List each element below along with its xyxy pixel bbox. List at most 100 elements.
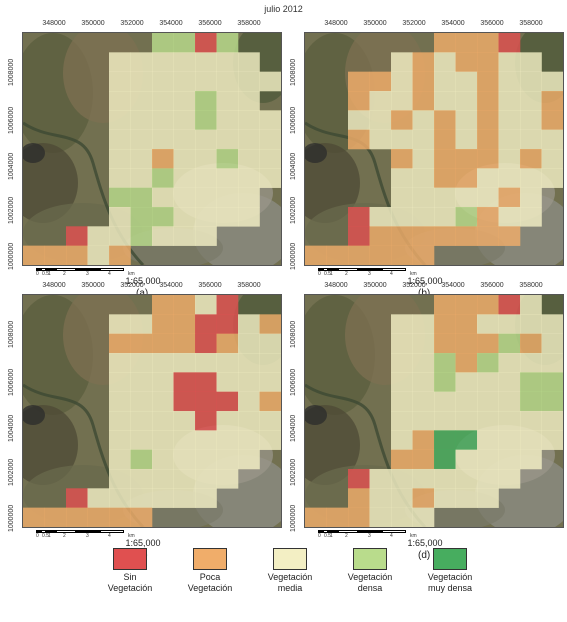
- grid-cell-media: [152, 110, 174, 130]
- x-tick-label: 356000: [480, 20, 504, 27]
- grid-cell-media: [195, 352, 217, 373]
- terrain-patch: [305, 405, 327, 425]
- scale-ratio: 1:65,000: [407, 538, 443, 548]
- scale-bar: 0 0.5 1 2 3 4 km: [22, 528, 280, 539]
- grid-cell-media: [391, 352, 413, 373]
- grid-cell-poca: [173, 314, 196, 334]
- grid-cell-media: [498, 314, 521, 334]
- grid-cell-media: [173, 187, 196, 208]
- grid-cell-media: [541, 352, 563, 373]
- x-tick-label: 354000: [441, 282, 465, 289]
- terrain-patch: [305, 143, 360, 223]
- terrain-patch: [23, 405, 78, 485]
- scale-label: 0: [36, 271, 39, 277]
- y-tick-label: 1008000: [8, 58, 15, 86]
- grid-cell-media: [130, 410, 153, 431]
- grid-cell-poca: [455, 314, 478, 334]
- grid-cell-poca: [391, 245, 413, 265]
- scale-label: 3: [86, 271, 89, 277]
- grid-cell-sin: [195, 333, 217, 354]
- grid-cell-media: [434, 391, 456, 412]
- grid-cell-media: [109, 90, 131, 111]
- grid-cell-media: [498, 410, 521, 431]
- grid-cell-media: [477, 430, 499, 450]
- grid-cell-media: [130, 372, 153, 392]
- terrain-patch: [23, 143, 78, 223]
- grid-cell-media: [455, 71, 478, 92]
- grid-cell-poca: [412, 52, 435, 72]
- grid-cell-poca: [434, 168, 456, 188]
- grid-cell-media: [87, 245, 110, 265]
- grid-cell-media: [130, 468, 153, 489]
- grid-cell-media: [477, 488, 499, 508]
- vegetation-grid-map: [23, 295, 281, 527]
- grid-cell-media: [173, 468, 196, 489]
- grid-cell-media: [412, 129, 435, 150]
- grid-cell-media: [520, 168, 542, 188]
- grid-cell-poca: [348, 90, 370, 111]
- grid-cell-poca: [477, 226, 499, 246]
- x-tick-label: 358000: [519, 282, 543, 289]
- panel-letter: (b): [418, 288, 430, 299]
- grid-cell-media: [173, 352, 196, 373]
- grid-cell-sin: [195, 410, 217, 431]
- scale-segment: [36, 530, 41, 533]
- x-tick-label: 350000: [81, 20, 105, 27]
- grid-cell-densa: [173, 33, 196, 53]
- grid-cell-media: [541, 71, 563, 92]
- grid-cell-media: [216, 187, 239, 208]
- grid-cell-media: [520, 314, 542, 334]
- x-tick-label: 348000: [42, 20, 66, 27]
- grid-cell-media: [109, 430, 131, 450]
- grid-cell-media: [109, 449, 131, 470]
- grid-cell-media: [130, 168, 153, 188]
- grid-cell-media: [541, 129, 563, 150]
- grid-cell-poca: [455, 352, 478, 373]
- legend-label-line2: muy densa: [427, 583, 473, 593]
- grid-cell-media: [520, 430, 542, 450]
- grid-cell-media: [238, 352, 260, 373]
- scale-ratio: 1:65,000: [125, 538, 161, 548]
- grid-cell-media: [498, 430, 521, 450]
- legend-swatch-media: [273, 548, 307, 570]
- grid-cell-media: [412, 187, 435, 208]
- grid-cell-media: [498, 372, 521, 392]
- grid-cell-media: [152, 226, 174, 246]
- grid-cell-media: [130, 391, 153, 412]
- grid-cell-sin: [195, 391, 217, 412]
- grid-cell-poca: [259, 391, 281, 412]
- grid-cell-media: [455, 129, 478, 150]
- grid-cell-media: [195, 488, 217, 508]
- grid-cell-media: [195, 148, 217, 169]
- y-tick-label: 1000000: [8, 504, 15, 532]
- x-tick-label: 348000: [42, 282, 66, 289]
- grid-cell-poca: [434, 129, 456, 150]
- grid-cell-media: [455, 372, 478, 392]
- grid-cell-media: [520, 206, 542, 227]
- grid-cell-media: [455, 449, 478, 470]
- grid-cell-densa: [434, 372, 456, 392]
- grid-cell-media: [173, 129, 196, 150]
- grid-cell-media: [498, 449, 521, 470]
- grid-cell-media: [173, 52, 196, 72]
- grid-cell-poca: [391, 449, 413, 470]
- grid-cell-densa: [434, 352, 456, 373]
- legend-item-vegetacion-densa: Vegetación densa: [330, 548, 410, 594]
- scale-segment: [76, 268, 100, 271]
- grid-cell-muy: [455, 430, 478, 450]
- x-tick-label: 348000: [324, 282, 348, 289]
- scale-label: 0.5: [324, 271, 331, 277]
- grid-cell-media: [259, 372, 281, 392]
- grid-cell-media: [391, 206, 413, 227]
- grid-cell-media: [195, 449, 217, 470]
- scale-label: km: [410, 533, 417, 539]
- y-axis-ticks: 1008000 1006000 1004000 1002000 1000000: [6, 294, 20, 532]
- grid-cell-poca: [455, 168, 478, 188]
- grid-cell-sin: [348, 468, 370, 489]
- grid-cell-media: [259, 71, 281, 92]
- grid-cell-media: [455, 488, 478, 508]
- grid-cell-poca: [369, 245, 392, 265]
- y-tick-label: 1000000: [8, 242, 15, 270]
- grid-cell-media: [238, 148, 260, 169]
- grid-cell-media: [520, 110, 542, 130]
